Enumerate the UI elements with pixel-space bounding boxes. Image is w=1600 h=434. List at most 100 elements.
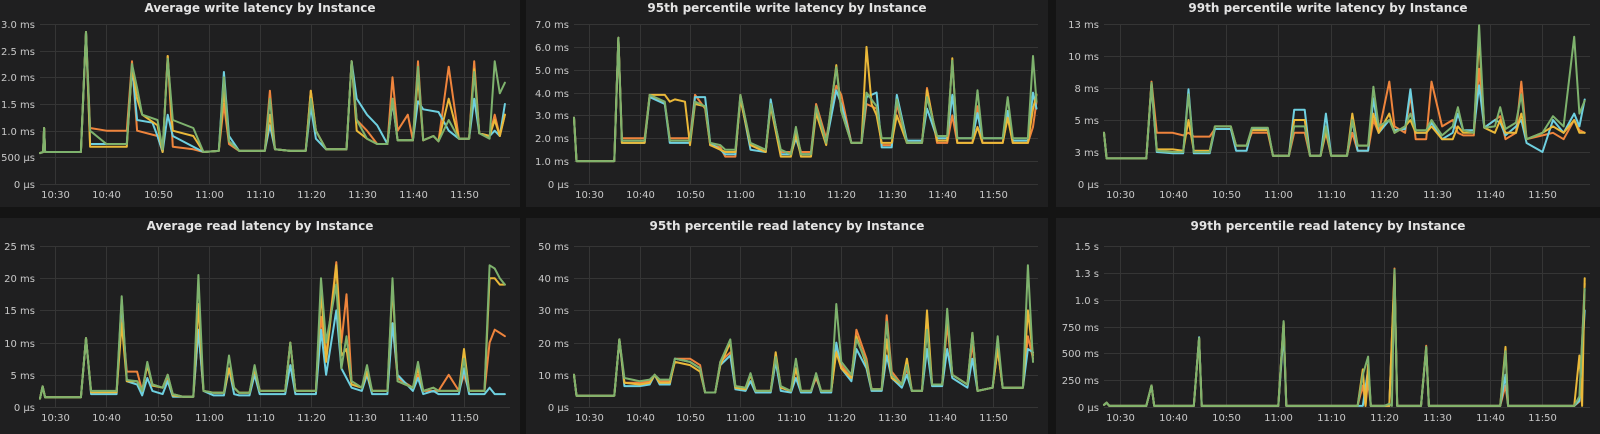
- chart-panel-p99-write[interactable]: 99th percentile write latency by Instanc…: [1056, 0, 1600, 207]
- y-tick-label: 5.0 ms: [535, 66, 569, 77]
- x-tick-label: 11:30: [1423, 413, 1452, 424]
- series-line-2: [573, 36, 1038, 163]
- series-line-3: [1103, 277, 1586, 407]
- panel-title: 95th percentile write latency by Instanc…: [647, 1, 927, 15]
- chart-avg-write: 0 µs 500 µs 1.0 ms 1.5 ms 2.0 ms 2.5 ms 3.0 ms…: [1, 20, 510, 201]
- x-tick-label: 10:50: [1212, 413, 1241, 424]
- series-line-2: [1103, 35, 1586, 160]
- y-tick-label: 20 ms: [538, 339, 569, 350]
- chart-panel-p99-read[interactable]: 99th percentile read latency by Instance…: [1056, 218, 1600, 434]
- x-tick-label: 11:00: [195, 190, 224, 201]
- y-tick-label: 500 µs: [1, 153, 35, 164]
- chart-panel-p95-write[interactable]: 95th percentile write latency by Instanc…: [526, 0, 1048, 207]
- x-tick-label: 10:30: [1106, 190, 1135, 201]
- x-tick-label: 10:40: [92, 190, 121, 201]
- x-tick-label: 10:30: [575, 413, 604, 424]
- x-tick-label: 11:30: [348, 190, 377, 201]
- x-tick-label: 11:10: [246, 190, 275, 201]
- y-tick-label: 0 µs: [548, 180, 569, 191]
- y-tick-label: 1.0 ms: [535, 157, 569, 168]
- x-tick-label: 11:20: [297, 190, 326, 201]
- x-tick-label: 10:30: [575, 190, 604, 201]
- x-tick-label: 11:50: [1528, 190, 1557, 201]
- y-tick-label: 4.0 ms: [535, 89, 569, 100]
- series-line-2: [39, 31, 506, 155]
- series-line-3: [39, 298, 506, 400]
- x-tick-label: 10:30: [1106, 413, 1135, 424]
- chart-p95-write: 0 µs 1.0 ms 2.0 ms 3.0 ms 4.0 ms 5.0 ms 6.0 ms…: [535, 20, 1038, 201]
- y-tick-label: 0 µs: [14, 180, 35, 191]
- y-tick-label: 0 µs: [1078, 180, 1099, 191]
- x-tick-label: 10:50: [1212, 190, 1241, 201]
- x-tick-label: 11:30: [878, 413, 907, 424]
- x-tick-label: 11:50: [1528, 413, 1557, 424]
- series-line-4: [1103, 67, 1586, 160]
- y-tick-label: 25 ms: [4, 242, 35, 253]
- y-tick-label: 500 ms: [1062, 349, 1099, 360]
- y-tick-label: 250 ms: [1062, 376, 1099, 387]
- x-tick-label: 11:30: [1423, 190, 1452, 201]
- chart-panel-p95-read[interactable]: 95th percentile read latency by Instance…: [526, 218, 1048, 434]
- x-tick-label: 11:40: [399, 190, 428, 201]
- x-tick-label: 11:40: [1476, 190, 1505, 201]
- x-tick-label: 11:50: [450, 190, 479, 201]
- y-tick-label: 1.0 ms: [1, 127, 35, 138]
- y-tick-label: 5 ms: [11, 371, 36, 382]
- y-tick-label: 10 ms: [1068, 52, 1099, 63]
- x-tick-label: 11:40: [399, 413, 428, 424]
- y-tick-label: 2.0 ms: [535, 134, 569, 145]
- panel-title: 99th percentile read latency by Instance: [1190, 219, 1466, 233]
- x-tick-label: 11:20: [827, 413, 856, 424]
- x-tick-label: 11:50: [979, 190, 1008, 201]
- y-tick-label: 20 ms: [4, 274, 35, 285]
- chart-panel-avg-write[interactable]: Average write latency by Instance 0 µs 50…: [0, 0, 520, 207]
- x-tick-label: 10:40: [1159, 413, 1188, 424]
- y-tick-label: 1.5 ms: [1, 100, 35, 111]
- y-tick-label: 8 ms: [1075, 84, 1100, 95]
- x-tick-label: 10:50: [676, 413, 705, 424]
- series-line-1: [1103, 268, 1586, 407]
- chart-p95-read: 0 µs 10 ms 20 ms 30 ms 40 ms 50 ms 10:30 10:40 1…: [538, 242, 1038, 424]
- chart-panel-avg-read[interactable]: Average read latency by Instance 0 µs 5 m…: [0, 218, 520, 434]
- x-tick-label: 10:40: [626, 190, 655, 201]
- x-tick-label: 11:20: [1370, 190, 1399, 201]
- panel-title: 95th percentile read latency by Instance: [649, 219, 925, 233]
- x-tick-label: 11:00: [1264, 190, 1293, 201]
- series-line-3: [1103, 84, 1586, 160]
- y-tick-label: 30 ms: [538, 306, 569, 317]
- x-tick-label: 11:40: [1476, 413, 1505, 424]
- y-tick-label: 1.0 s: [1075, 296, 1099, 307]
- x-tick-label: 11:30: [878, 190, 907, 201]
- y-tick-label: 15 ms: [4, 306, 35, 317]
- y-tick-label: 40 ms: [538, 274, 569, 285]
- series-line-1: [1103, 24, 1586, 160]
- series-line-3: [573, 338, 1034, 397]
- x-tick-label: 10:50: [144, 413, 173, 424]
- y-tick-label: 50 ms: [538, 242, 569, 253]
- series-line-2: [39, 264, 506, 400]
- y-tick-label: 2.5 ms: [1, 47, 35, 58]
- y-tick-label: 10 ms: [4, 339, 35, 350]
- series-line-2: [1103, 271, 1586, 407]
- x-tick-label: 11:00: [726, 190, 755, 201]
- x-tick-label: 11:30: [348, 413, 377, 424]
- x-tick-label: 10:30: [41, 190, 70, 201]
- x-tick-label: 11:50: [979, 413, 1008, 424]
- series-line-1: [573, 36, 1038, 163]
- x-tick-label: 11:00: [195, 413, 224, 424]
- x-tick-label: 11:10: [1317, 413, 1346, 424]
- x-tick-label: 11:10: [777, 190, 806, 201]
- series-line-1: [573, 264, 1034, 397]
- panel-title: 99th percentile write latency by Instanc…: [1188, 1, 1468, 15]
- y-tick-label: 3 ms: [1075, 148, 1100, 159]
- x-tick-label: 10:40: [92, 413, 121, 424]
- y-tick-label: 0 µs: [1078, 403, 1099, 414]
- series-line-4: [1103, 267, 1586, 407]
- x-tick-label: 11:20: [827, 190, 856, 201]
- chart-avg-read: 0 µs 5 ms 10 ms 15 ms 20 ms 25 ms 10:30 10:40 10…: [4, 242, 510, 424]
- x-tick-label: 11:20: [297, 413, 326, 424]
- series-line-1: [39, 31, 506, 155]
- x-tick-label: 10:40: [626, 413, 655, 424]
- x-tick-label: 10:50: [144, 190, 173, 201]
- x-tick-label: 11:20: [1370, 413, 1399, 424]
